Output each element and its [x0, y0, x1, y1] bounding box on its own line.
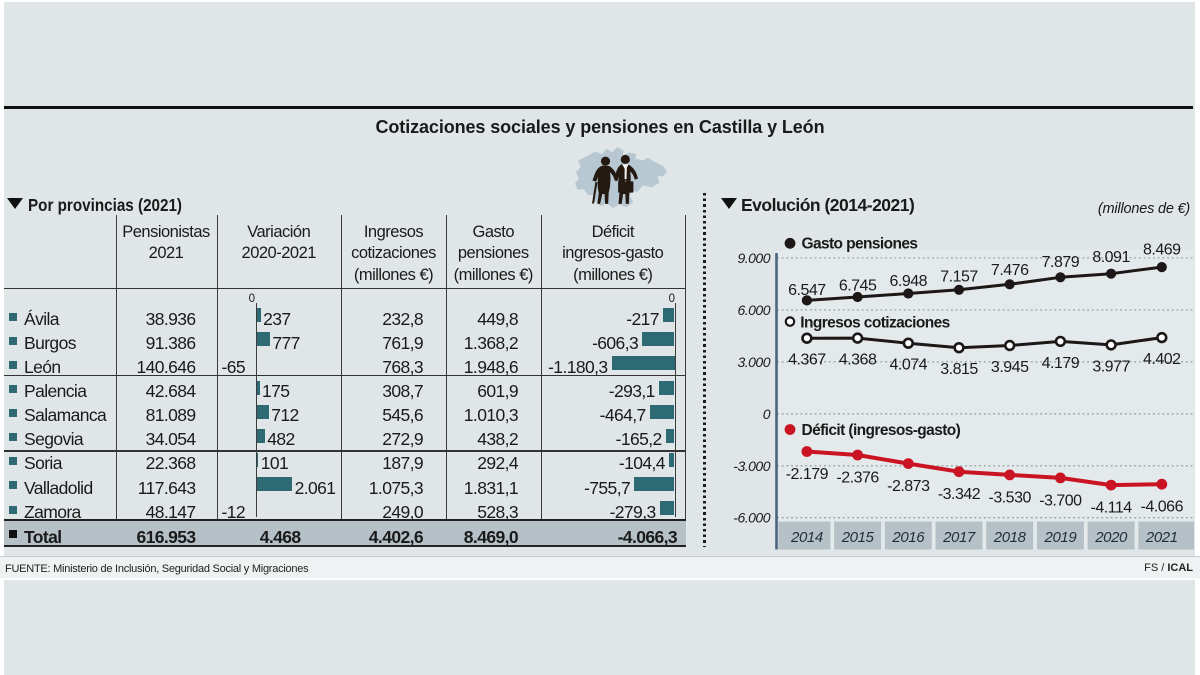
svg-text:8.091: 8.091 — [1092, 249, 1130, 266]
svg-text:2014: 2014 — [790, 529, 823, 546]
svg-text:-2.873: -2.873 — [887, 478, 930, 495]
svg-text:6.000: 6.000 — [737, 302, 770, 318]
svg-text:2017: 2017 — [942, 529, 976, 546]
svg-text:2015: 2015 — [841, 529, 875, 546]
svg-text:3.945: 3.945 — [991, 359, 1029, 376]
svg-text:9.000: 9.000 — [737, 250, 770, 266]
svg-text:3.000: 3.000 — [737, 354, 770, 370]
svg-text:8.469: 8.469 — [1143, 242, 1181, 259]
svg-text:2018: 2018 — [993, 529, 1027, 546]
svg-text:-2.376: -2.376 — [836, 470, 879, 487]
svg-text:2020: 2020 — [1094, 529, 1128, 546]
svg-text:-6.000: -6.000 — [733, 510, 770, 526]
svg-text:2021: 2021 — [1145, 529, 1178, 546]
svg-text:-4.114: -4.114 — [1091, 500, 1133, 517]
svg-text:0: 0 — [763, 406, 771, 422]
svg-text:4.179: 4.179 — [1042, 355, 1080, 372]
svg-text:4.402: 4.402 — [1143, 351, 1181, 368]
svg-text:Gasto pensiones: Gasto pensiones — [802, 235, 918, 252]
svg-text:4.368: 4.368 — [839, 352, 877, 369]
svg-text:-3.530: -3.530 — [989, 489, 1032, 506]
svg-text:4.074: 4.074 — [890, 357, 928, 374]
svg-text:4.367: 4.367 — [788, 352, 826, 369]
svg-text:Déficit (ingresos-gasto): Déficit (ingresos-gasto) — [802, 422, 961, 439]
svg-text:7.157: 7.157 — [940, 268, 978, 285]
svg-text:-4.066: -4.066 — [1141, 499, 1184, 516]
svg-text:6.547: 6.547 — [788, 282, 826, 299]
svg-text:-3.342: -3.342 — [938, 486, 981, 503]
svg-text:2016: 2016 — [891, 529, 925, 546]
svg-text:2019: 2019 — [1044, 529, 1078, 546]
svg-text:-3.000: -3.000 — [733, 458, 770, 474]
svg-text:-3.700: -3.700 — [1039, 492, 1082, 509]
svg-text:7.879: 7.879 — [1042, 254, 1080, 271]
svg-text:6.948: 6.948 — [890, 273, 928, 290]
svg-text:3.977: 3.977 — [1092, 358, 1130, 375]
svg-text:3.815: 3.815 — [940, 361, 978, 378]
svg-text:6.745: 6.745 — [839, 278, 877, 295]
svg-text:Ingresos cotizaciones: Ingresos cotizaciones — [800, 315, 949, 332]
svg-text:7.476: 7.476 — [991, 262, 1029, 279]
svg-text:-2.179: -2.179 — [786, 466, 829, 483]
